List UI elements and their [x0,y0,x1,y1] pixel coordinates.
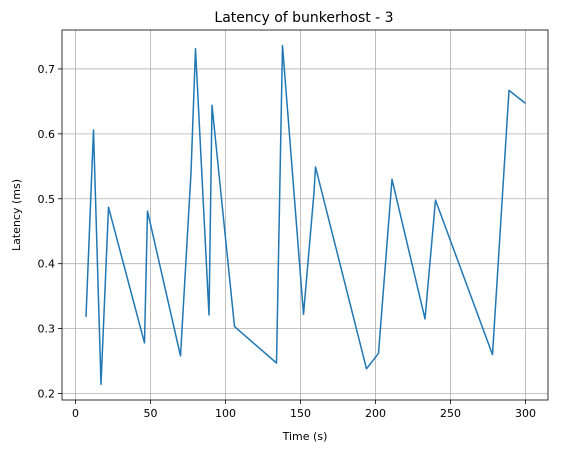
plot-frame [61,29,549,401]
chart-title: Latency of bunkerhost - 3 [214,10,393,26]
tick-labels: 0 50 100 150 200 250 300 0.2 0.3 0.4 0.5 0.6 0.7 [38,63,537,420]
y-tick-label: 0.6 [38,128,56,141]
tick-marks [58,68,526,404]
y-tick-label: 0.3 [38,323,56,336]
x-tick-label: 150 [290,407,311,420]
x-tick-label: 250 [440,407,461,420]
y-axis-label: Latency (ms) [10,179,23,251]
x-tick-label: 0 [72,407,79,420]
y-tick-label: 0.2 [38,388,56,401]
y-tick-label: 0.7 [38,63,56,76]
x-tick-label: 100 [215,407,236,420]
x-tick-label: 50 [144,407,158,420]
y-tick-label: 0.4 [38,258,56,271]
y-tick-label: 0.5 [38,193,56,206]
latency-series-line [85,44,526,386]
grid-lines [62,30,548,400]
x-tick-label: 200 [365,407,386,420]
series-layer [85,44,526,386]
x-axis-label: Time (s) [282,430,328,443]
x-tick-label: 300 [515,407,536,420]
